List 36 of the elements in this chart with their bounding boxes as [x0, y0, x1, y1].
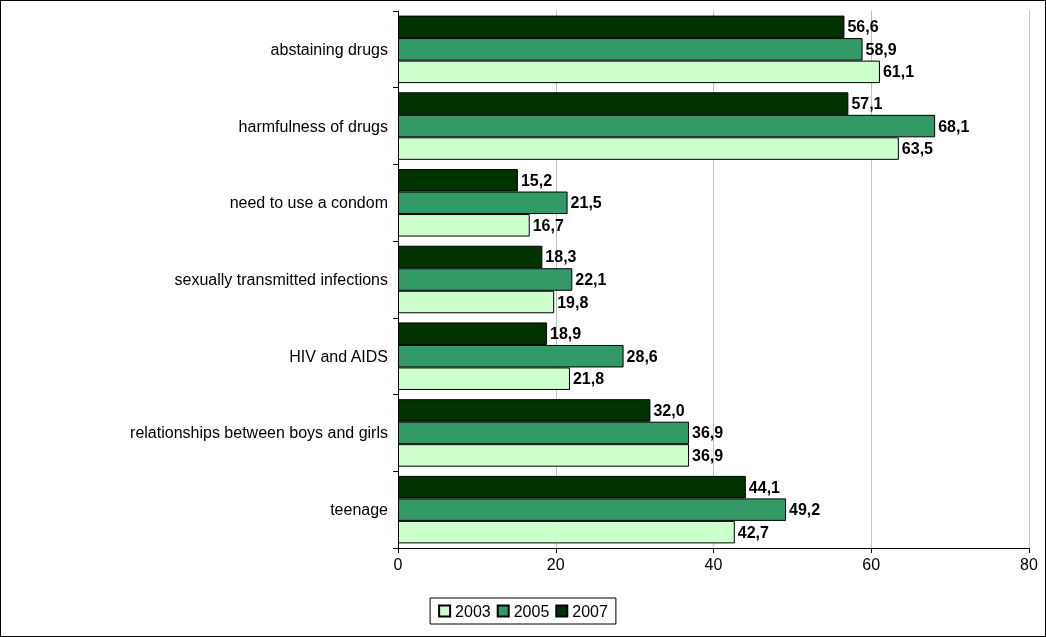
y-tick-label: abstaining drugs	[270, 40, 388, 58]
x-tick-label: 60	[862, 555, 881, 573]
data-label: 57,1	[851, 95, 883, 113]
legend-label: 2007	[572, 602, 608, 620]
data-label: 36,9	[692, 446, 724, 464]
x-tick-label: 80	[1020, 555, 1038, 573]
data-label: 36,9	[692, 424, 724, 442]
data-label: 58,9	[865, 40, 897, 58]
y-tick-label: sexually transmitted infections	[174, 271, 388, 288]
data-label: 28,6	[626, 347, 658, 365]
data-label: 61,1	[882, 63, 915, 81]
data-label: 68,1	[938, 117, 970, 135]
x-tick-label: 20	[546, 555, 565, 573]
data-label: 18,3	[545, 248, 577, 266]
legend-label: 2003	[455, 602, 491, 620]
data-label: 21,5	[570, 194, 602, 212]
y-tick-label: need to use a condom	[229, 194, 388, 212]
data-label: 49,2	[789, 501, 821, 519]
data-label: 19,8	[557, 293, 589, 311]
y-tick-label: harmfulness of drugs	[238, 117, 388, 135]
y-tick-label: teenage	[330, 501, 389, 519]
data-label: 42,7	[737, 523, 770, 541]
data-label: 32,0	[653, 401, 685, 419]
y-tick-label: HIV and AIDS	[289, 347, 388, 365]
data-label: 18,9	[550, 325, 582, 343]
x-tick-label: 0	[393, 555, 403, 573]
data-label: 21,8	[572, 370, 605, 388]
x-tick-label: 40	[704, 555, 723, 573]
data-label: 63,5	[901, 140, 934, 158]
data-label: 56,6	[847, 18, 879, 36]
y-tick-label: relationships between boys and girls	[130, 424, 388, 442]
data-label: 22,1	[575, 271, 607, 288]
data-label: 15,2	[520, 171, 553, 189]
legend-label: 2005	[513, 602, 550, 620]
data-label: 16,7	[532, 216, 564, 234]
data-label: 44,1	[748, 478, 781, 496]
